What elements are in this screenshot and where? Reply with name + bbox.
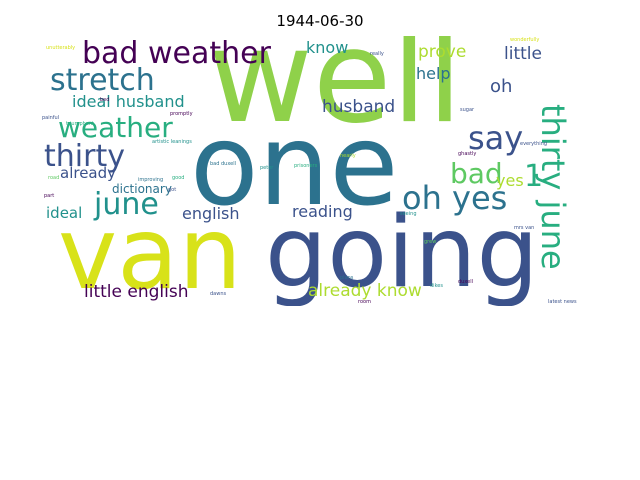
word-small: duxell bbox=[458, 279, 474, 285]
word-small: everything bbox=[520, 141, 547, 147]
word-small: improving bbox=[138, 177, 164, 183]
word-small: peter bbox=[260, 165, 274, 171]
word-small: latest news bbox=[548, 299, 577, 305]
word-cloud: well one going van bad weather stretch w… bbox=[40, 36, 580, 306]
word-already: already bbox=[60, 164, 117, 182]
word-june: june bbox=[94, 187, 159, 222]
word-ideal: ideal bbox=[46, 204, 83, 222]
word-small: prisoners bbox=[294, 163, 318, 169]
word-small: ghastly bbox=[458, 151, 477, 157]
word-know: know bbox=[306, 38, 349, 57]
chart-title: 1944-06-30 bbox=[276, 12, 364, 30]
word-small: artistic leanings bbox=[152, 139, 192, 145]
word-van: van bbox=[58, 195, 242, 306]
word-small: part bbox=[44, 193, 55, 199]
word-little-english: little english bbox=[84, 282, 189, 302]
word-ideal-husband: ideal husband bbox=[72, 92, 185, 111]
word-small: bed bbox=[100, 97, 110, 103]
word-going: going bbox=[265, 196, 539, 306]
word-small: really bbox=[370, 51, 384, 57]
word-small: bad duxell bbox=[210, 161, 237, 167]
word-small: wonderfully bbox=[510, 37, 540, 43]
word-small: dawns bbox=[210, 291, 227, 297]
word-small: got bbox=[168, 187, 177, 193]
word-reading: reading bbox=[292, 202, 353, 221]
word-small: unutterably bbox=[46, 45, 76, 51]
word-small: road bbox=[48, 175, 60, 181]
word-oh-yes: oh yes bbox=[402, 179, 508, 217]
word-small: room bbox=[358, 299, 371, 305]
word-small: promptly bbox=[170, 111, 193, 117]
word-well: well bbox=[208, 36, 463, 152]
word-one: one bbox=[190, 101, 399, 231]
word-thirty: thirty bbox=[44, 139, 125, 174]
word-small: mrs van bbox=[514, 225, 535, 231]
word-thirty-june: thirty june bbox=[534, 104, 572, 270]
word-oh: oh bbox=[490, 76, 513, 97]
word-small: dikes bbox=[430, 283, 443, 289]
word-husband: husband bbox=[322, 97, 396, 117]
word-yes: yes bbox=[496, 171, 524, 190]
word-small: painful bbox=[42, 115, 60, 121]
word-bad: bad bbox=[450, 157, 503, 190]
word-small: seeing bbox=[400, 211, 417, 217]
word-already-know: already know bbox=[308, 281, 422, 301]
word-weather: weather bbox=[58, 111, 173, 144]
word-stretch: stretch bbox=[50, 63, 155, 98]
word-small: sugar bbox=[460, 107, 475, 113]
word-small: nearly bbox=[340, 153, 356, 159]
word-english: english bbox=[182, 204, 240, 223]
word-small: plans bbox=[340, 275, 354, 281]
word-dictionary: dictionary bbox=[112, 182, 172, 196]
word-prove: prove bbox=[418, 42, 467, 62]
word-small: triumphant bbox=[66, 121, 94, 127]
word-bad-weather: bad weather bbox=[82, 36, 271, 71]
word-say: say bbox=[468, 119, 524, 157]
word-help: help bbox=[416, 64, 451, 83]
word-little: little bbox=[504, 44, 542, 64]
word-small: good bbox=[172, 175, 185, 181]
word-1: 1 bbox=[524, 159, 544, 194]
word-small: grew bbox=[424, 239, 437, 245]
